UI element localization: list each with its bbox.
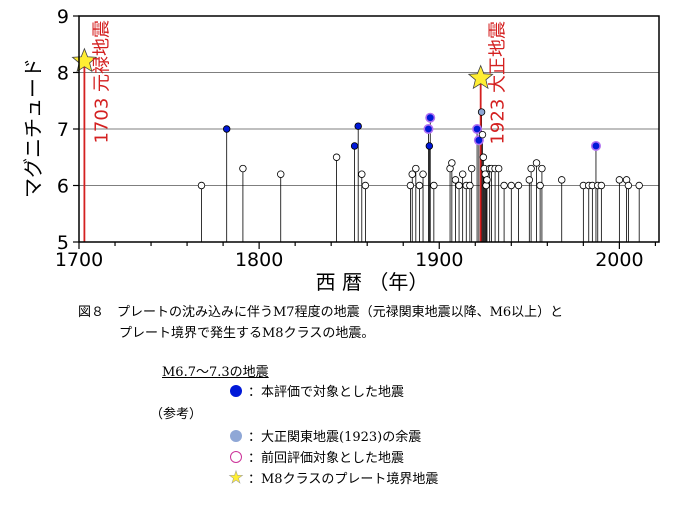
event-point	[358, 170, 366, 178]
m8-lines	[83, 61, 482, 242]
event-point	[500, 181, 508, 190]
legend-reference: （参考）	[150, 407, 203, 422]
figure-caption: 図８ プレートの沈み込みに伴うM7程度の地震（元禄関東地震以降、M6以上）と プ…	[78, 302, 673, 344]
event-point	[494, 164, 503, 173]
m8-label: 1703 元禄地震	[91, 20, 112, 144]
event-point	[590, 140, 601, 151]
event-point	[415, 181, 424, 190]
event-point	[455, 181, 463, 190]
magnitude-time-chart: 1700 1800 1900 2000 5 6 7 8 9 1703 元禄地震 1923 大正地…	[21, 6, 660, 294]
event-point	[635, 181, 643, 190]
event-point	[473, 135, 484, 146]
x-tick-label: 1900	[415, 249, 463, 271]
y-tick-label: 9	[57, 6, 69, 28]
y-tick-label: 5	[57, 232, 69, 254]
event-point	[451, 176, 460, 184]
caption-line-2: プレート境界で発生するM8クラスの地震。	[119, 326, 375, 341]
grid-lines	[79, 72, 659, 186]
legend-item-aftershock: ：大正関東地震(1923)の余震	[228, 426, 421, 445]
event-point	[423, 124, 434, 135]
event-point	[419, 170, 427, 178]
event-point	[507, 181, 515, 190]
m8-star	[71, 47, 98, 73]
m8-label: 1923 大正地震	[488, 21, 509, 145]
event-point	[527, 164, 535, 173]
event-point	[223, 125, 231, 133]
legend-label-main: ：本評価で対象とした地震	[248, 385, 405, 400]
legend-label-aftershock: ：大正関東地震(1923)の余震	[248, 430, 422, 445]
event-point	[472, 124, 483, 135]
event-point	[448, 159, 456, 167]
event-point	[478, 130, 487, 139]
event-point	[430, 181, 438, 190]
legend-heading: M6.7～7.3の地震	[162, 365, 269, 380]
event-point	[408, 170, 416, 178]
event-point	[354, 122, 362, 130]
event-markers	[71, 47, 643, 190]
event-point	[538, 164, 546, 173]
event-point	[425, 112, 436, 123]
main-dot-icon	[228, 383, 244, 399]
legend-item-star: ★ ：M8クラスのプレート境界地震	[228, 468, 438, 487]
event-point	[406, 181, 415, 190]
event-point	[514, 181, 523, 190]
event-point	[624, 181, 633, 190]
x-tick-label: 1800	[235, 249, 283, 271]
event-point	[350, 142, 359, 150]
legend-label-previous: ：前回評価対象とした地震	[248, 451, 405, 466]
event-point	[277, 170, 285, 178]
y-axis-label: マグニチュード	[21, 58, 45, 198]
y-axis-ticks: 5 6 7 8 9	[57, 6, 79, 254]
x-axis-label: 西 暦 （年）	[316, 270, 429, 294]
y-tick-label: 6	[57, 176, 69, 198]
event-point	[615, 176, 624, 184]
y-tick-label: 7	[57, 119, 69, 141]
event-point	[458, 170, 467, 178]
x-axis-ticks: 1700 1800 1900 2000	[55, 242, 656, 271]
x-tick-label: 2000	[595, 249, 643, 271]
event-point	[483, 176, 491, 184]
event-point	[425, 142, 434, 150]
event-point	[479, 153, 488, 161]
event-point	[412, 164, 420, 173]
event-point	[558, 176, 566, 184]
caption-line-1: 図８ プレートの沈み込みに伴うM7程度の地震（元禄関東地震以降、M6以上）と	[78, 305, 564, 320]
legend-item-main: ：本評価で対象とした地震	[228, 381, 404, 400]
previous-circle-icon	[228, 449, 244, 465]
event-point	[477, 108, 486, 116]
y-tick-label: 8	[57, 63, 69, 85]
x-tick-label: 1700	[55, 249, 103, 271]
event-point	[466, 181, 474, 190]
event-point	[536, 181, 544, 190]
event-point	[525, 176, 534, 184]
event-point	[467, 164, 476, 173]
event-stems	[201, 112, 640, 242]
star-icon: ★	[228, 467, 244, 488]
m8-star	[467, 64, 494, 90]
event-point	[197, 181, 206, 190]
event-point	[332, 153, 341, 161]
event-point	[239, 164, 247, 173]
event-point	[597, 181, 606, 190]
m8-labels: 1703 元禄地震 1923 大正地震	[91, 20, 508, 145]
legend-label-star: ：M8クラスのプレート境界地震	[248, 472, 439, 487]
event-point	[361, 181, 370, 190]
aftershock-dot-icon	[228, 428, 244, 444]
legend-item-previous: ：前回評価対象とした地震	[228, 447, 404, 466]
event-point	[532, 159, 541, 167]
